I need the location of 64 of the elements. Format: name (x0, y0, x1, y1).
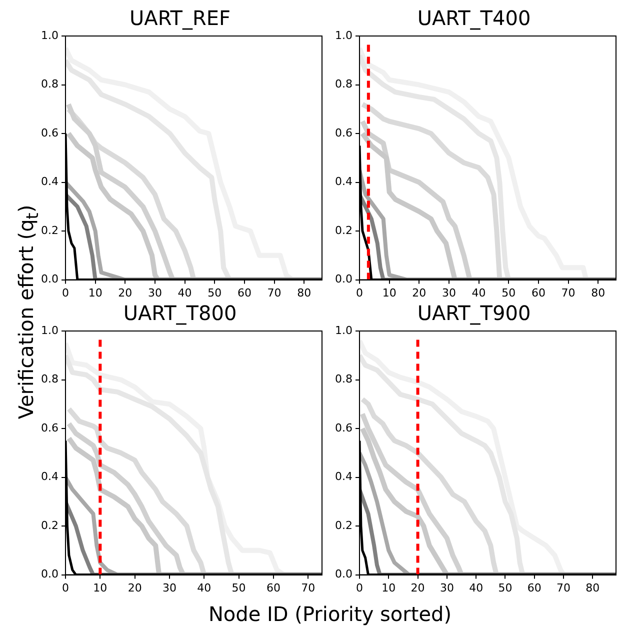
y-tick-label: 0.2 (334, 224, 352, 237)
x-axis-title: Node ID (Priority sorted) (207, 602, 453, 626)
y-tick-label: 0.0 (334, 272, 352, 286)
x-tick-label: 10 (88, 286, 102, 300)
x-tick-label: 80 (586, 581, 600, 594)
y-tick-label: 0.6 (334, 126, 352, 140)
y-tick-label: 1.0 (40, 28, 58, 42)
x-tick-label: 70 (267, 286, 282, 300)
x-tick-label: 50 (502, 286, 516, 300)
chart-title: UART_T900 (417, 301, 531, 326)
chart-title: UART_REF (129, 6, 231, 30)
x-tick-label: 30 (440, 581, 454, 594)
x-tick-label: 50 (232, 581, 246, 594)
y-tick-label: 0.4 (334, 470, 352, 484)
x-tick-label: 60 (266, 581, 280, 594)
y-tick-label: 0.8 (40, 78, 58, 91)
x-tick-label: 0 (62, 581, 69, 594)
x-tick-label: 80 (591, 286, 606, 300)
x-tick-label: 40 (472, 286, 486, 300)
y-tick-label: 0.8 (334, 78, 352, 91)
y-tick-label: 0.0 (40, 272, 58, 286)
x-tick-label: 70 (556, 581, 571, 594)
x-tick-label: 40 (197, 581, 212, 594)
y-tick-label: 0.6 (40, 421, 58, 434)
x-tick-label: 30 (148, 286, 162, 300)
x-tick-label: 30 (442, 286, 456, 300)
x-tick-label: 0 (356, 286, 363, 300)
y-tick-label: 0.2 (334, 518, 352, 532)
y-tick-label: 0.0 (334, 568, 352, 581)
x-tick-label: 80 (297, 286, 312, 300)
y-tick-label: 0.4 (334, 175, 352, 188)
x-tick-label: 20 (412, 286, 426, 300)
y-tick-label: 1.0 (40, 324, 58, 337)
y-tick-label: 0.2 (40, 518, 58, 532)
x-tick-label: 50 (208, 286, 222, 300)
x-tick-label: 10 (382, 581, 396, 594)
x-tick-label: 60 (527, 581, 542, 594)
chart-title: UART_T800 (123, 301, 237, 326)
y-tick-label: 1.0 (334, 28, 352, 42)
y-tick-label: 1.0 (334, 324, 352, 337)
y-tick-label: 0.6 (40, 126, 58, 140)
x-tick-label: 50 (498, 581, 512, 594)
x-tick-label: 40 (469, 581, 484, 594)
y-tick-label: 0.8 (334, 372, 352, 386)
x-tick-label: 0 (62, 286, 69, 300)
x-tick-label: 20 (410, 581, 425, 594)
x-tick-label: 70 (561, 286, 576, 300)
x-tick-label: 20 (118, 286, 132, 300)
chart-title: UART_T400 (417, 6, 531, 30)
y-tick-label: 0.6 (334, 421, 352, 434)
y-tick-label: 0.8 (40, 372, 58, 386)
x-tick-label: 40 (178, 286, 192, 300)
x-tick-label: 60 (531, 286, 546, 300)
x-tick-label: 70 (301, 581, 316, 594)
x-tick-label: 20 (128, 581, 142, 594)
x-tick-label: 10 (382, 286, 396, 300)
y-tick-label: 0.0 (40, 568, 58, 581)
x-tick-label: 60 (237, 286, 252, 300)
y-tick-label: 0.4 (40, 470, 58, 484)
x-tick-label: 10 (93, 581, 108, 594)
y-tick-label: 0.4 (40, 175, 58, 188)
y-tick-label: 0.2 (40, 224, 58, 237)
x-tick-label: 30 (162, 581, 176, 594)
x-tick-label: 0 (356, 581, 363, 594)
